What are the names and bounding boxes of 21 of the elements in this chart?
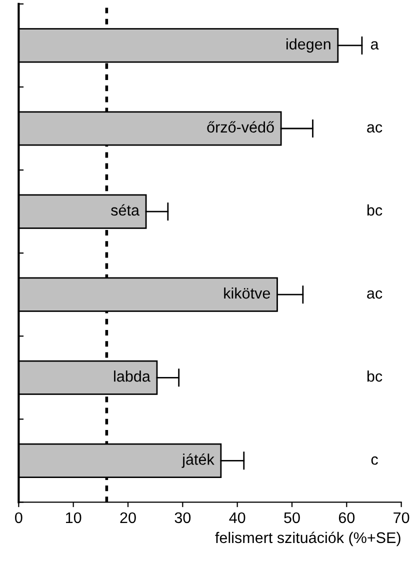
y-tick-label: játék bbox=[182, 453, 214, 468]
x-tick-label: 60 bbox=[338, 512, 355, 524]
x-tick-label: 10 bbox=[66, 512, 82, 524]
x-tick-label: 70 bbox=[394, 512, 410, 524]
annotation: bc bbox=[367, 370, 382, 382]
annotation: ac bbox=[367, 290, 382, 299]
x-tick-label: 30 bbox=[174, 512, 191, 524]
x-tick-label: 20 bbox=[120, 512, 136, 524]
annotation: c bbox=[371, 456, 378, 465]
y-tick-label: séta bbox=[111, 204, 140, 216]
y-tick-label: idegen bbox=[286, 38, 330, 53]
y-tick-label: kikötve bbox=[224, 287, 270, 299]
annotation: bc bbox=[367, 204, 382, 216]
annotation: a bbox=[370, 41, 379, 50]
annotation: ac bbox=[367, 124, 382, 133]
x-tick-label: 40 bbox=[229, 512, 246, 524]
x-axis-title: felismert szituációk (%+SE) bbox=[215, 532, 400, 546]
y-tick-label: labda bbox=[114, 370, 150, 382]
x-tick-label: 0 bbox=[15, 512, 22, 524]
y-tick-label: őrző-védő bbox=[207, 121, 274, 133]
x-tick-label: 50 bbox=[284, 512, 300, 524]
